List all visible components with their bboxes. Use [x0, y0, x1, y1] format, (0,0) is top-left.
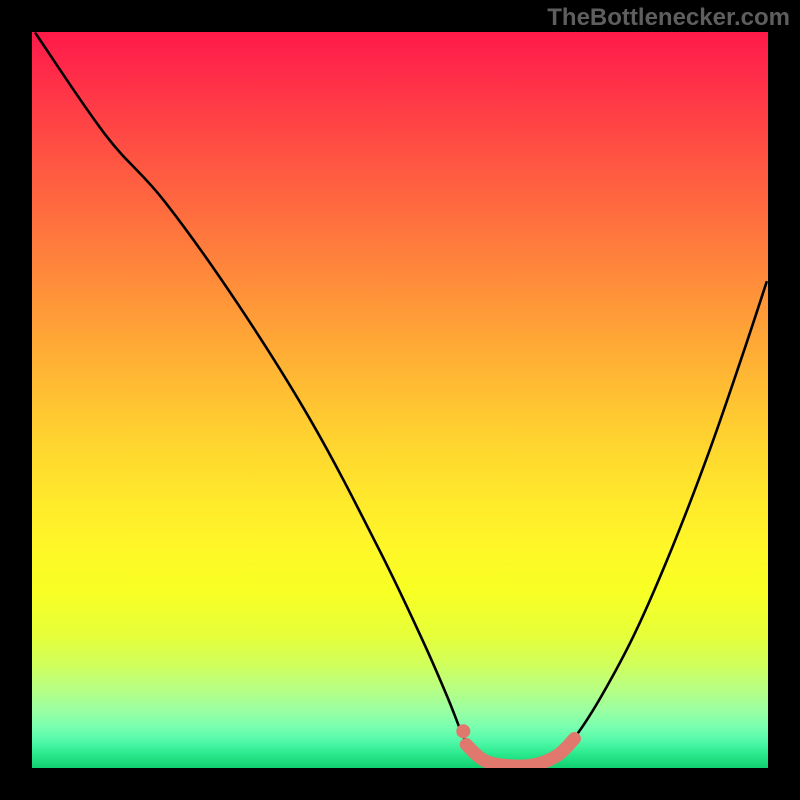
chart-container: TheBottlenecker.com — [0, 0, 800, 800]
plot-area — [32, 32, 768, 768]
curve-layer — [32, 32, 768, 768]
highlight-segment — [466, 739, 574, 767]
highlight-dot — [456, 724, 470, 738]
bottleneck-curve — [36, 33, 767, 765]
attribution-label: TheBottlenecker.com — [547, 4, 790, 32]
